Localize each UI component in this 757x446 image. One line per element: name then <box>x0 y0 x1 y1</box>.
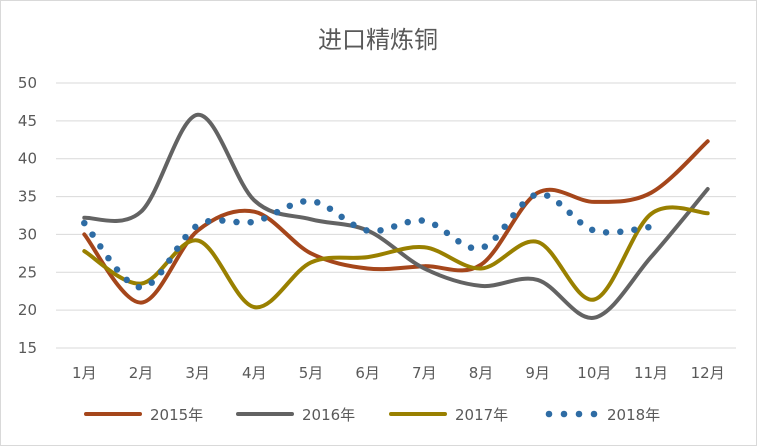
data-point <box>479 246 483 250</box>
data-point <box>592 316 596 320</box>
legend: 2015年 2016年 2017年 2018年 <box>84 406 660 424</box>
data-point <box>82 216 86 220</box>
series-line-3 <box>81 191 655 291</box>
data-point <box>706 139 710 143</box>
data-point <box>252 198 256 202</box>
data-point <box>649 191 653 195</box>
data-point <box>309 251 313 255</box>
x-tick-label: 12月 <box>691 364 725 382</box>
series-line-1 <box>82 112 710 320</box>
data-point <box>592 200 596 204</box>
data-point <box>252 220 256 224</box>
x-tick-label: 7月 <box>412 364 437 382</box>
data-point <box>366 229 370 233</box>
legend-label: 2016年 <box>302 406 355 424</box>
y-tick-label: 20 <box>18 301 37 319</box>
data-point <box>139 301 143 305</box>
data-point <box>366 255 370 259</box>
data-point <box>309 260 313 264</box>
x-tick-label: 9月 <box>525 364 550 382</box>
data-point <box>196 113 200 117</box>
x-tick-label: 3月 <box>185 364 210 382</box>
x-tick-label: 1月 <box>72 364 97 382</box>
data-point <box>309 217 313 221</box>
legend-label: 2018年 <box>607 406 660 424</box>
data-point <box>422 245 426 249</box>
data-point <box>592 229 596 233</box>
legend-swatch-dot <box>560 410 568 418</box>
data-point <box>422 267 426 271</box>
x-tick-label: 2月 <box>129 364 154 382</box>
series-line-0 <box>82 139 710 305</box>
x-axis-ticks: 1月 2月 3月 4月 5月 6月 7月 8月 9月 10月 11月 12月 <box>72 364 725 382</box>
legend-swatch-dot <box>545 410 553 418</box>
data-point <box>649 225 653 229</box>
y-tick-label: 40 <box>18 150 37 168</box>
data-point <box>82 232 86 236</box>
data-point <box>592 298 596 302</box>
data-point <box>536 192 540 196</box>
y-tick-label: 15 <box>18 339 37 357</box>
y-tick-label: 45 <box>18 112 37 130</box>
x-tick-label: 5月 <box>299 364 324 382</box>
data-point <box>536 278 540 282</box>
series-line-2 <box>82 205 710 310</box>
data-point <box>309 199 313 203</box>
data-point <box>479 284 483 288</box>
legend-swatch-dot <box>590 410 598 418</box>
data-point <box>479 263 483 267</box>
y-tick-label: 35 <box>18 188 37 206</box>
data-point <box>139 285 143 289</box>
series-group <box>81 112 710 320</box>
x-tick-label: 4月 <box>242 364 267 382</box>
x-tick-label: 8月 <box>469 364 494 382</box>
data-point <box>196 238 200 242</box>
y-tick-label: 25 <box>18 263 37 281</box>
data-point <box>479 267 483 271</box>
data-point <box>422 219 426 223</box>
data-point <box>82 249 86 253</box>
data-point <box>366 267 370 271</box>
y-tick-label: 30 <box>18 225 37 243</box>
data-point <box>252 210 256 214</box>
data-point <box>706 211 710 215</box>
data-point <box>649 255 653 259</box>
data-point <box>196 223 200 227</box>
data-point <box>649 212 653 216</box>
data-point <box>252 305 256 309</box>
data-point <box>82 221 86 225</box>
x-tick-label: 11月 <box>634 364 668 382</box>
grid-lines <box>56 82 736 349</box>
y-axis-ticks: 15 20 25 30 35 40 45 50 <box>18 74 37 357</box>
data-point <box>706 187 710 191</box>
chart-title: 进口精炼铜 <box>318 26 438 54</box>
x-tick-label: 10月 <box>577 364 611 382</box>
legend-label: 2017年 <box>455 406 508 424</box>
legend-label: 2015年 <box>150 406 203 424</box>
legend-swatch-dot <box>575 410 583 418</box>
data-point <box>139 210 143 214</box>
data-point <box>536 240 540 244</box>
y-tick-label: 50 <box>18 74 37 92</box>
x-tick-label: 6月 <box>355 364 380 382</box>
